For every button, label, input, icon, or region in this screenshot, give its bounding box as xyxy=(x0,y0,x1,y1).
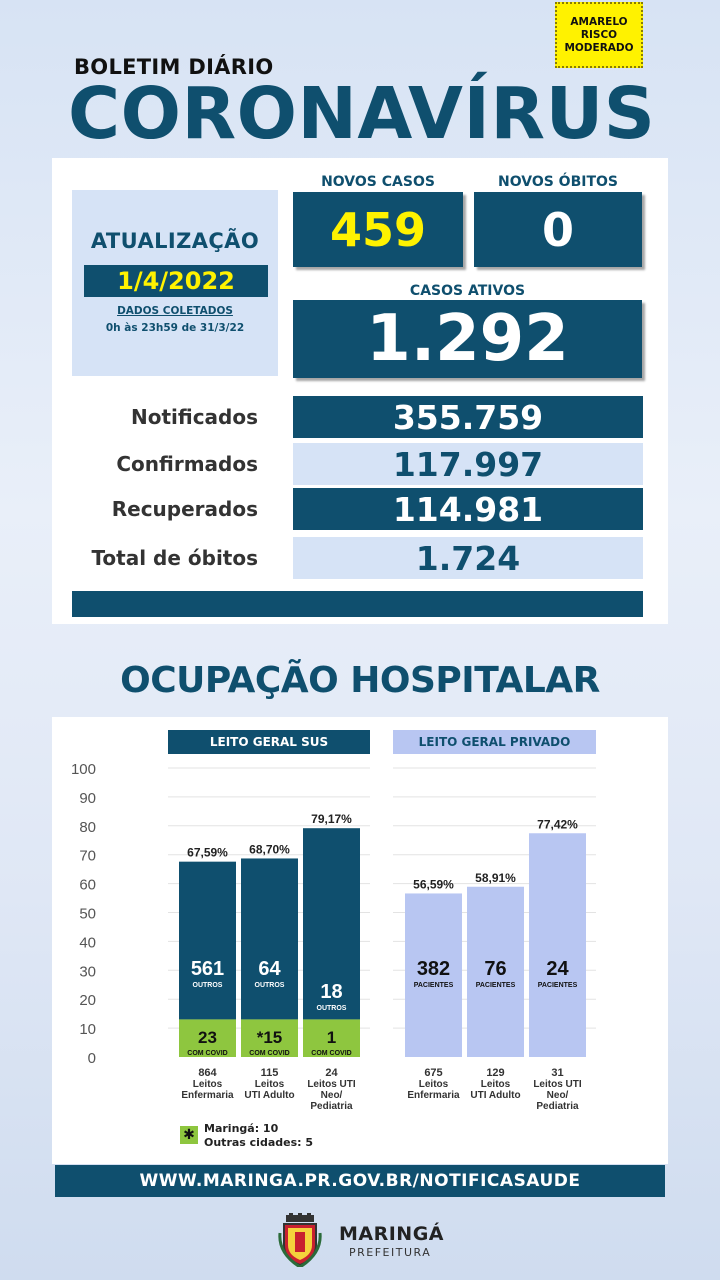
bar-category-label: Pediatria xyxy=(536,1101,579,1112)
bar-patients-label: PACIENTES xyxy=(476,982,516,989)
bar-beds-count: 675 xyxy=(424,1067,442,1079)
bar-category-label: Leitos xyxy=(419,1079,449,1090)
new-deaths-value: 0 xyxy=(474,192,642,267)
y-tick-label: 40 xyxy=(79,934,96,951)
bar-others xyxy=(241,858,298,1020)
y-tick-label: 0 xyxy=(88,1050,96,1067)
notified-value: 355.759 xyxy=(293,396,643,438)
new-cases-label: NOVOS CASOS xyxy=(321,174,435,190)
bar-beds-count: 24 xyxy=(325,1067,338,1079)
page-title: CORONAVÍRUS xyxy=(68,72,656,155)
bar-category-label: Leitos xyxy=(193,1079,223,1090)
confirmed-value: 117.997 xyxy=(293,443,643,485)
y-tick-label: 10 xyxy=(79,1021,96,1038)
bar-beds-count: 31 xyxy=(551,1067,563,1079)
y-tick-label: 90 xyxy=(79,790,96,807)
bar-covid-label: COM COVID xyxy=(311,1050,351,1057)
bar-others xyxy=(179,861,236,1020)
bar-patients-label: PACIENTES xyxy=(414,982,454,989)
bar-percent-label: 79,17% xyxy=(311,812,352,826)
y-tick-label: 100 xyxy=(71,761,96,778)
legend-line-maringa: Maringá: 10 xyxy=(204,1122,279,1135)
confirmed-label: Confirmados xyxy=(116,452,258,476)
bar-category-label: Pediatria xyxy=(310,1101,353,1112)
bar-beds-count: 129 xyxy=(486,1067,504,1079)
bar-covid-label: COM COVID xyxy=(187,1050,227,1057)
bar-category-label: Neo/ xyxy=(321,1090,343,1101)
sus-panel-header: LEITO GERAL SUS xyxy=(168,730,370,754)
update-label: ATUALIZAÇÃO xyxy=(90,229,260,253)
bar-category-label: UTI Adulto xyxy=(470,1090,520,1101)
notified-label: Notificados xyxy=(130,405,258,429)
bar-category-label: Neo/ xyxy=(547,1090,569,1101)
bar-private xyxy=(529,833,586,1057)
collected-range: 0h às 23h59 de 31/3/22 xyxy=(105,322,245,334)
notification-url[interactable]: WWW.MARINGA.PR.GOV.BR/NOTIFICASAUDE xyxy=(55,1165,665,1197)
y-tick-label: 60 xyxy=(79,877,96,894)
bar-percent-label: 67,59% xyxy=(187,846,228,860)
active-cases-label: CASOS ATIVOS xyxy=(409,283,526,299)
y-tick-label: 50 xyxy=(79,906,96,923)
bar-percent-label: 58,91% xyxy=(475,871,516,885)
recovered-label: Recuperados xyxy=(111,497,258,521)
y-tick-label: 30 xyxy=(79,963,96,980)
risk-level-badge: AMARELO RISCO MODERADO xyxy=(555,2,643,68)
bar-patients-label: PACIENTES xyxy=(538,982,578,989)
bar-others-label: OUTROS xyxy=(193,982,223,989)
legend-line-other-cities: Outras cidades: 5 xyxy=(204,1136,314,1149)
private-panel-header: LEITO GERAL PRIVADO xyxy=(393,730,596,754)
bulletin-kicker: BOLETIM DIÁRIO xyxy=(74,55,274,79)
divider-bar xyxy=(72,591,643,617)
bar-patients-value: 24 xyxy=(546,958,569,980)
new-deaths-label: NOVOS ÓBITOS xyxy=(497,174,618,190)
bar-covid xyxy=(303,1019,360,1057)
bar-patients-value: 382 xyxy=(417,958,450,980)
bar-percent-label: 68,70% xyxy=(249,842,290,856)
update-date: 1/4/2022 xyxy=(84,265,268,297)
bar-percent-label: 77,42% xyxy=(537,817,578,831)
bar-private xyxy=(405,893,462,1057)
bar-beds-count: 115 xyxy=(261,1067,279,1079)
bar-covid-label: COM COVID xyxy=(249,1050,289,1057)
bar-category-label: Enfermaria xyxy=(407,1090,460,1101)
y-tick-label: 70 xyxy=(79,848,96,865)
recovered-value: 114.981 xyxy=(293,488,643,530)
bar-covid-value: 1 xyxy=(327,1028,336,1047)
total-deaths-value: 1.724 xyxy=(293,537,643,579)
bar-others-label: OUTROS xyxy=(317,1005,347,1012)
brand-subtitle: PREFEITURA xyxy=(349,1246,432,1259)
new-cases-value: 459 xyxy=(293,192,463,267)
bar-private xyxy=(467,886,524,1057)
collected-title: DADOS COLETADOS xyxy=(117,305,233,317)
bar-percent-label: 56,59% xyxy=(413,877,454,891)
bar-category-label: Leitos UTI xyxy=(307,1079,356,1090)
active-cases-value: 1.292 xyxy=(293,300,642,378)
bar-covid-value: 23 xyxy=(198,1028,217,1047)
city-emblem-icon xyxy=(278,1213,322,1267)
bar-category-label: Leitos xyxy=(481,1079,511,1090)
bar-beds-count: 864 xyxy=(198,1067,217,1079)
total-deaths-label: Total de óbitos xyxy=(91,546,258,570)
bar-covid xyxy=(179,1019,236,1057)
bar-category-label: Enfermaria xyxy=(181,1090,234,1101)
bar-patients-value: 76 xyxy=(484,958,506,980)
bar-others-value: 64 xyxy=(258,958,281,980)
covid-origin-legend: Maringá: 10 Outras cidades: 5 xyxy=(204,1122,313,1150)
brand-name: MARINGÁ xyxy=(339,1223,445,1245)
y-tick-label: 80 xyxy=(79,819,96,836)
bar-others-label: OUTROS xyxy=(255,982,285,989)
bar-others-value: 18 xyxy=(320,981,342,1003)
y-tick-label: 20 xyxy=(79,992,96,1009)
bar-covid xyxy=(241,1019,298,1057)
bar-category-label: UTI Adulto xyxy=(244,1090,294,1101)
bar-covid-value: *15 xyxy=(257,1028,283,1047)
bar-category-label: Leitos xyxy=(255,1079,285,1090)
bar-others xyxy=(303,828,360,1020)
asterisk-icon: ✱ xyxy=(180,1126,198,1144)
bar-category-label: Leitos UTI xyxy=(533,1079,582,1090)
hospital-section-title: OCUPAÇÃO HOSPITALAR xyxy=(120,660,600,701)
bar-others-value: 561 xyxy=(191,958,224,980)
